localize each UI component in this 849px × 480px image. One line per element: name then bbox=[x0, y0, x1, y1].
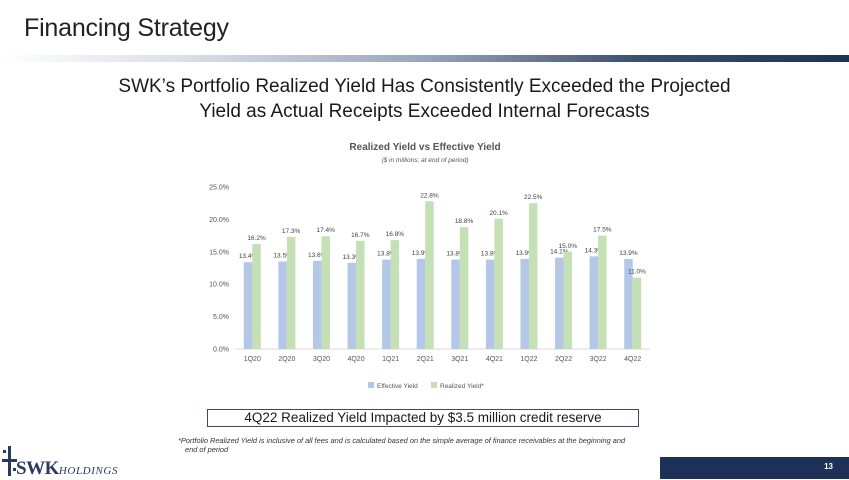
x-tick-label: 1Q22 bbox=[520, 356, 537, 363]
data-label: 13.4% bbox=[239, 253, 258, 260]
callout-box: 4Q22 Realized Yield Impacted by $3.5 mil… bbox=[207, 409, 639, 427]
page-number: 13 bbox=[824, 462, 833, 471]
data-label: 15.0% bbox=[559, 243, 578, 250]
headline-line-2: Yield as Actual Receipts Exceeded Intern… bbox=[199, 101, 650, 122]
data-label: 13.8% bbox=[446, 251, 465, 258]
data-label: 14.3% bbox=[585, 247, 604, 254]
data-label: 20.1% bbox=[489, 210, 508, 217]
bar-effective-yield bbox=[243, 262, 253, 349]
x-tick-label: 2Q22 bbox=[555, 356, 572, 363]
logo-swk-text: SWK bbox=[16, 458, 59, 479]
x-tick-label: 4Q20 bbox=[347, 356, 364, 363]
y-tick-label: 0.0% bbox=[213, 347, 229, 354]
data-label: 22.8% bbox=[420, 192, 439, 199]
data-label: 16.8% bbox=[386, 231, 405, 238]
bar-effective-yield bbox=[312, 260, 322, 349]
bar-effective-yield bbox=[382, 259, 391, 349]
footnote: *Portfolio Realized Yield is inclusive o… bbox=[178, 436, 668, 454]
bar-realized-yield bbox=[286, 236, 296, 349]
data-label: 13.8% bbox=[377, 251, 396, 258]
data-label: 13.9% bbox=[515, 250, 534, 257]
bar-realized-yield bbox=[528, 203, 538, 349]
x-tick-label: 3Q21 bbox=[451, 356, 468, 363]
y-tick-label: 25.0% bbox=[209, 185, 229, 192]
logo-holdings-text: HOLDINGS bbox=[58, 465, 119, 477]
data-label: 22.5% bbox=[524, 194, 543, 201]
bar-effective-yield bbox=[555, 257, 564, 349]
bar-realized-yield bbox=[425, 201, 434, 349]
x-tick-label: 3Q22 bbox=[590, 356, 607, 363]
x-tick-label: 2Q20 bbox=[278, 356, 295, 363]
x-tick-label: 4Q21 bbox=[486, 356, 503, 363]
bar-realized-yield bbox=[598, 235, 607, 349]
y-tick-label: 10.0% bbox=[209, 282, 229, 289]
data-label: 16.7% bbox=[351, 232, 370, 239]
bar-effective-yield bbox=[278, 261, 287, 349]
bar-realized-yield bbox=[390, 240, 400, 349]
data-label: 11.0% bbox=[628, 269, 646, 276]
logo-wordmark: SWKHOLDINGS bbox=[16, 458, 118, 480]
data-label: 17.5% bbox=[593, 227, 612, 234]
bar-effective-yield bbox=[416, 258, 426, 349]
title-divider-bar bbox=[0, 55, 849, 62]
legend-label: Realized Yield* bbox=[440, 383, 484, 390]
swk-holdings-logo: SWKHOLDINGS bbox=[0, 444, 130, 480]
footnote-line-1: *Portfolio Realized Yield is inclusive o… bbox=[178, 436, 626, 445]
data-label: 18.8% bbox=[455, 218, 474, 225]
bar-realized-yield bbox=[494, 218, 503, 349]
data-label: 16.2% bbox=[247, 235, 266, 242]
x-tick-label: 4Q22 bbox=[624, 356, 641, 363]
bar-effective-yield bbox=[485, 259, 495, 349]
x-tick-label: 2Q21 bbox=[417, 356, 434, 363]
data-label: 17.4% bbox=[316, 227, 335, 234]
x-tick-label: 1Q21 bbox=[382, 356, 399, 363]
bar-effective-yield bbox=[589, 256, 599, 349]
chart-subtitle: ($ in millions; at end of period) bbox=[381, 157, 468, 164]
data-label: 13.8% bbox=[481, 251, 500, 258]
legend-swatch bbox=[431, 382, 437, 388]
data-label: 13.9% bbox=[412, 250, 431, 257]
data-label: 13.6% bbox=[308, 252, 327, 259]
footnote-line-2: end of period bbox=[185, 445, 229, 454]
logo-mark-icon bbox=[2, 446, 17, 476]
bar-realized-yield bbox=[459, 227, 469, 349]
bar-effective-yield bbox=[520, 258, 529, 349]
bar-effective-yield bbox=[451, 259, 460, 349]
data-label: 13.3% bbox=[343, 254, 362, 261]
bar-effective-yield bbox=[347, 262, 357, 349]
bar-realized-yield bbox=[563, 251, 573, 349]
bar-realized-yield bbox=[632, 277, 642, 349]
y-tick-label: 5.0% bbox=[213, 314, 229, 321]
legend-label: Effective Yield bbox=[377, 383, 418, 390]
bar-realized-yield bbox=[356, 240, 365, 349]
y-tick-label: 20.0% bbox=[209, 217, 229, 224]
data-label: 17.3% bbox=[282, 228, 301, 235]
headline-line-1: SWK’s Portfolio Realized Yield Has Consi… bbox=[118, 76, 731, 97]
chart-title: Realized Yield vs Effective Yield bbox=[349, 142, 500, 153]
yield-bar-chart: Realized Yield vs Effective Yield ($ in m… bbox=[209, 142, 650, 390]
data-label: 13.9% bbox=[619, 250, 638, 257]
slide-title: Financing Strategy bbox=[24, 14, 229, 42]
page-number-bar: 13 bbox=[660, 457, 849, 479]
headline: SWK’s Portfolio Realized Yield Has Consi… bbox=[40, 74, 809, 124]
x-tick-label: 1Q20 bbox=[244, 356, 261, 363]
y-tick-label: 15.0% bbox=[209, 249, 229, 256]
bar-realized-yield bbox=[321, 236, 330, 349]
data-label: 13.5% bbox=[273, 253, 292, 260]
legend-swatch bbox=[368, 382, 374, 388]
bar-effective-yield bbox=[624, 258, 633, 349]
data-label: 14.1% bbox=[550, 249, 569, 256]
bar-realized-yield bbox=[252, 244, 261, 349]
x-tick-label: 3Q20 bbox=[313, 356, 330, 363]
